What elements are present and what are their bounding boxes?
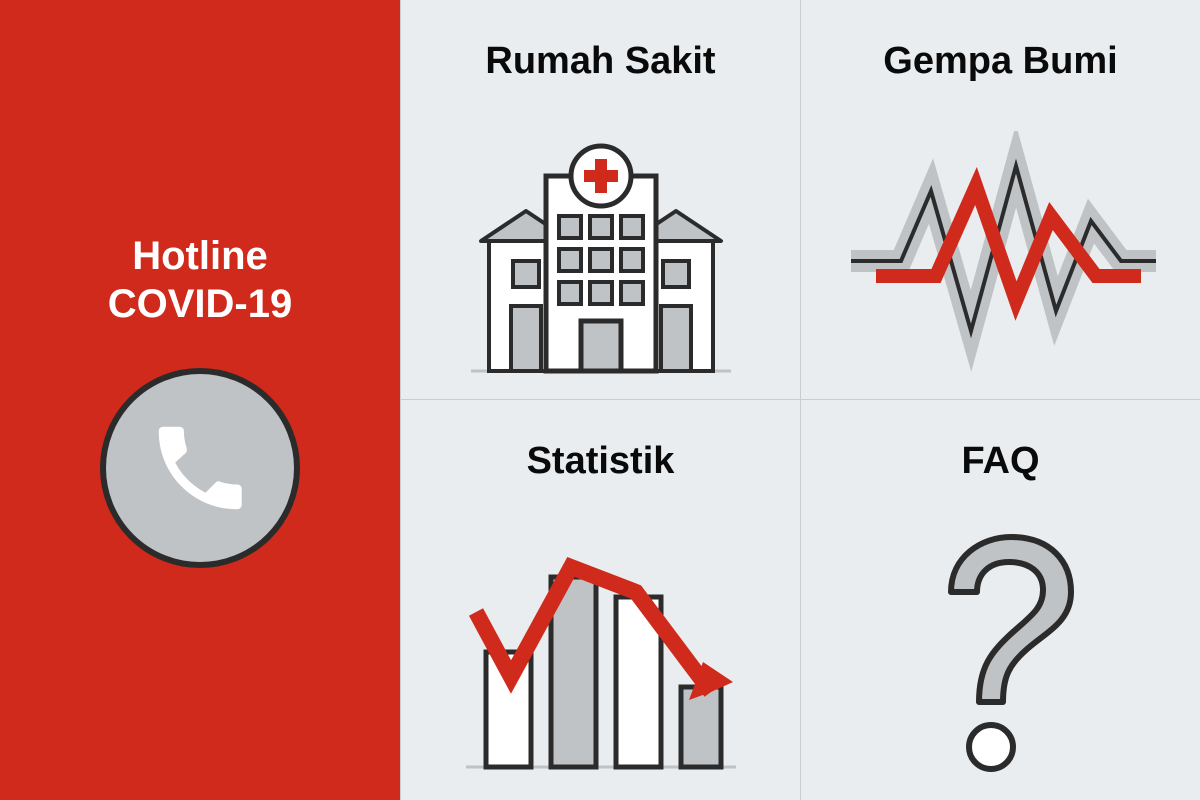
phone-icon	[145, 413, 255, 523]
tile-statistics-title: Statistik	[527, 440, 675, 483]
statistics-icon	[401, 503, 800, 800]
hotline-title: Hotline COVID-19	[108, 232, 293, 328]
tile-statistics[interactable]: Statistik	[400, 400, 800, 800]
tile-earthquake[interactable]: Gempa Bumi	[800, 0, 1200, 400]
question-icon	[801, 503, 1200, 800]
tile-earthquake-title: Gempa Bumi	[883, 40, 1117, 83]
hospital-icon	[401, 103, 800, 399]
hotline-panel[interactable]: Hotline COVID-19	[0, 0, 400, 800]
earthquake-icon	[801, 103, 1200, 399]
tile-hospital[interactable]: Rumah Sakit	[400, 0, 800, 400]
tile-grid: Rumah Sakit	[400, 0, 1200, 800]
tile-faq-title: FAQ	[961, 440, 1039, 483]
tile-faq[interactable]: FAQ	[800, 400, 1200, 800]
main-container: Hotline COVID-19 Rumah Sakit	[0, 0, 1200, 800]
phone-circle	[100, 368, 300, 568]
tile-hospital-title: Rumah Sakit	[485, 40, 715, 83]
